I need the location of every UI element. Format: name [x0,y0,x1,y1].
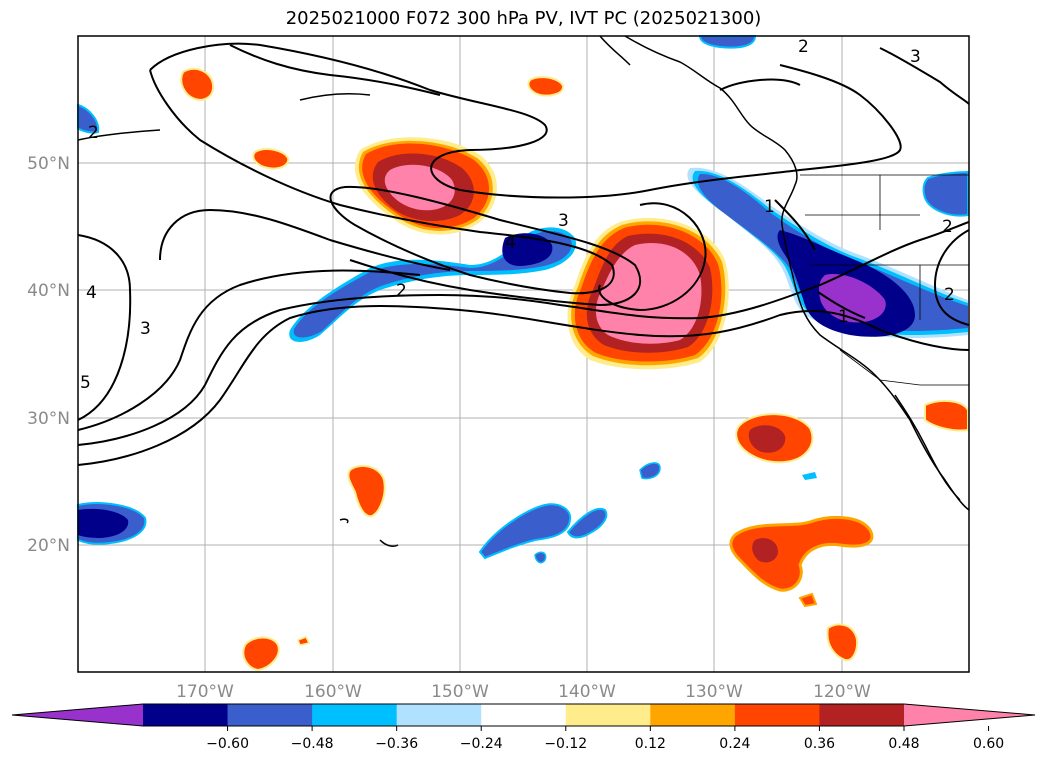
contour-label: 2 [88,123,99,143]
colorbar-right-extend [904,704,1035,726]
colorbar-left-extend [12,704,143,726]
colorbar-segment [481,704,567,726]
blob-small-9 [924,399,969,432]
blob-small-8 [826,623,859,662]
colorbar: −0.60 −0.48 −0.36 −0.24 −0.12 0.12 0.24 0.36 0.4… [11,703,1036,752]
lon-label: 140°W [558,682,616,702]
lat-label: 30°N [27,409,70,429]
contour-label: 2 [396,281,407,301]
contour-label: 5 [80,373,91,393]
contour-label: 2 [942,217,953,237]
lon-label: 120°W [813,682,871,702]
blob-small-7 [242,636,280,672]
lon-labels: 170°W 160°W 150°W 140°W 130°W 120°W [176,682,871,702]
lon-label: 170°W [176,682,234,702]
colorbar-segment [650,704,736,726]
map-title: 2025021000 F072 300 hPa PV, IVT PC (2025… [285,8,762,29]
contour-label: 3 [910,47,921,67]
lon-label: 160°W [304,682,362,702]
colorbar-tick-label: −0.12 [544,736,587,752]
colorbar-segment [312,704,398,726]
contour-label: 2 [798,37,809,57]
blob-neg-south [478,503,572,560]
contour-label: 1 [838,307,849,327]
contour-label: 4 [86,283,97,303]
blob-small-3 [252,148,290,170]
positive-anomalies [180,67,969,672]
colorbar-tick-label: −0.48 [291,736,334,752]
lon-label: 150°W [431,682,489,702]
colorbar-tick-label: −0.36 [375,736,418,752]
colorbar-tick-label: −0.60 [206,736,249,752]
contour-labels: 2 3 1 2 3 4 2 3 4 5 1 2 2 [80,37,955,393]
colorbar-segment [565,704,651,726]
colorbar-segment [396,704,482,726]
blob-small-2 [527,76,564,97]
colorbar-segment [143,704,229,726]
coastlines [77,35,970,547]
colorbar-tick-label: 0.36 [804,736,835,752]
lat-label: 50°N [27,154,70,174]
colorbar-segment [227,704,313,726]
contour-label: 1 [764,197,775,217]
lat-label: 20°N [27,536,70,556]
colorbar-tick-label: −0.24 [460,736,503,752]
map-frame [77,35,970,673]
lat-label: 40°N [27,281,70,301]
colorbar-tick-label: 0.12 [635,736,666,752]
contour-label: 4 [505,233,516,253]
blob-small-6 [729,516,874,592]
borders [800,174,969,386]
blob-small-5 [347,464,386,518]
map-area [78,36,969,672]
colorbar-tick-label: 0.48 [888,736,919,752]
contour-label: 3 [558,211,569,231]
contour-label: 2 [944,285,955,305]
colorbar-tick-label: 0.60 [973,736,1004,752]
pv-contours [77,42,970,466]
colorbar-tick-label: 0.24 [719,736,750,752]
blob-small-1 [180,67,215,101]
lon-label: 130°W [685,682,743,702]
colorbar-segment [734,704,820,726]
colorbar-segment [819,704,905,726]
lat-labels: 50°N 40°N 30°N 20°N [27,154,70,556]
contour-label: 3 [140,319,151,339]
